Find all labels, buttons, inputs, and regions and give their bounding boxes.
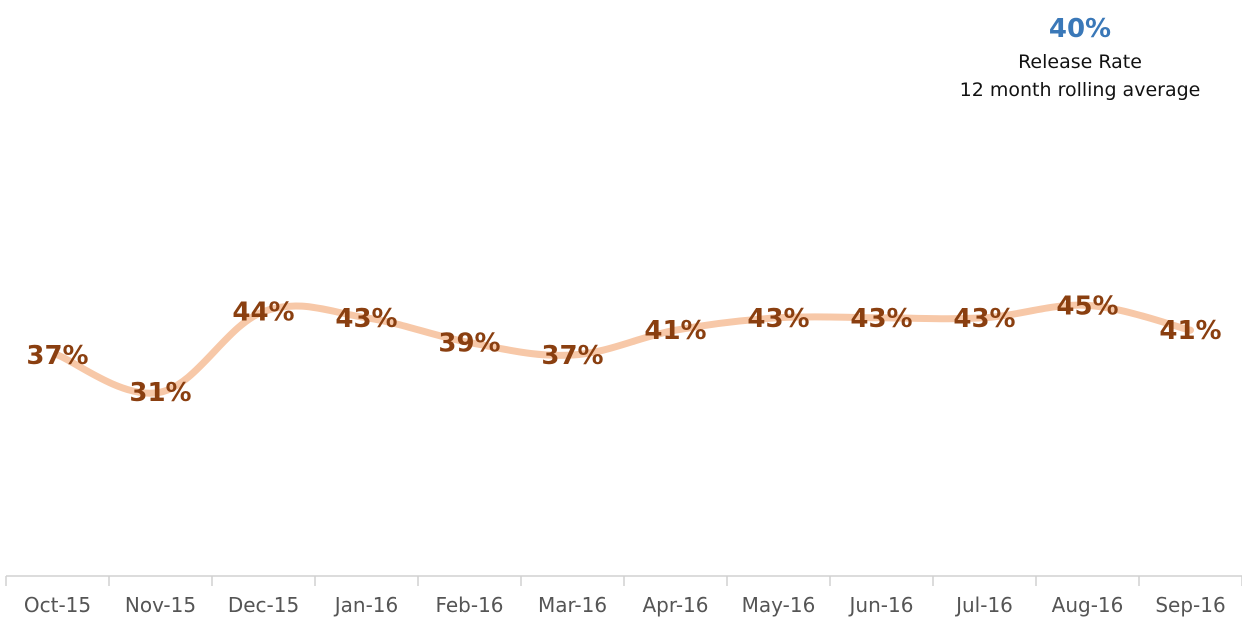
x-tick-label: Apr-16 bbox=[643, 593, 709, 617]
data-label: 44% bbox=[232, 298, 294, 328]
x-tick-label: Jul-16 bbox=[954, 593, 1013, 617]
x-tick-label: Dec-15 bbox=[228, 593, 299, 617]
series-line-layer bbox=[54, 301, 1194, 397]
data-label: 43% bbox=[335, 304, 397, 334]
data-label: 37% bbox=[26, 341, 88, 371]
x-tick-label: Aug-16 bbox=[1052, 593, 1124, 617]
data-label: 43% bbox=[850, 304, 912, 334]
x-tick-label: Feb-16 bbox=[435, 593, 503, 617]
x-tick-label: Jan-16 bbox=[333, 593, 399, 617]
data-label: 41% bbox=[644, 316, 706, 346]
data-labels: 37% 31% 44% 43% 39% 37% 41% 43% 43% 43% 45% 41% bbox=[26, 291, 1221, 408]
data-label: 43% bbox=[747, 304, 809, 334]
data-label: 45% bbox=[1056, 291, 1118, 321]
data-label: 41% bbox=[1159, 316, 1221, 346]
data-label: 31% bbox=[129, 378, 191, 408]
x-tick-label: Nov-15 bbox=[125, 593, 196, 617]
x-tick-label: Mar-16 bbox=[538, 593, 607, 617]
x-tick-label: Sep-16 bbox=[1155, 593, 1225, 617]
x-tick-label: May-16 bbox=[742, 593, 816, 617]
summary-value: 40% bbox=[1048, 14, 1112, 44]
data-label: 43% bbox=[953, 304, 1015, 334]
summary-sublabel: 12 month rolling average bbox=[959, 79, 1201, 101]
data-label: 37% bbox=[541, 341, 603, 371]
data-label: 39% bbox=[438, 329, 500, 359]
summary-stat: 40% Release Rate 12 month rolling averag… bbox=[900, 10, 1242, 104]
summary-label: Release Rate bbox=[1018, 51, 1142, 73]
x-axis bbox=[5, 575, 1242, 586]
x-tick-labels: Oct-15 Nov-15 Dec-15 Jan-16 Feb-16 Mar-16 Apr-… bbox=[24, 593, 1226, 617]
x-tick-label: Jun-16 bbox=[848, 593, 914, 617]
x-tick-label: Oct-15 bbox=[24, 593, 91, 617]
series-line bbox=[54, 301, 1194, 397]
